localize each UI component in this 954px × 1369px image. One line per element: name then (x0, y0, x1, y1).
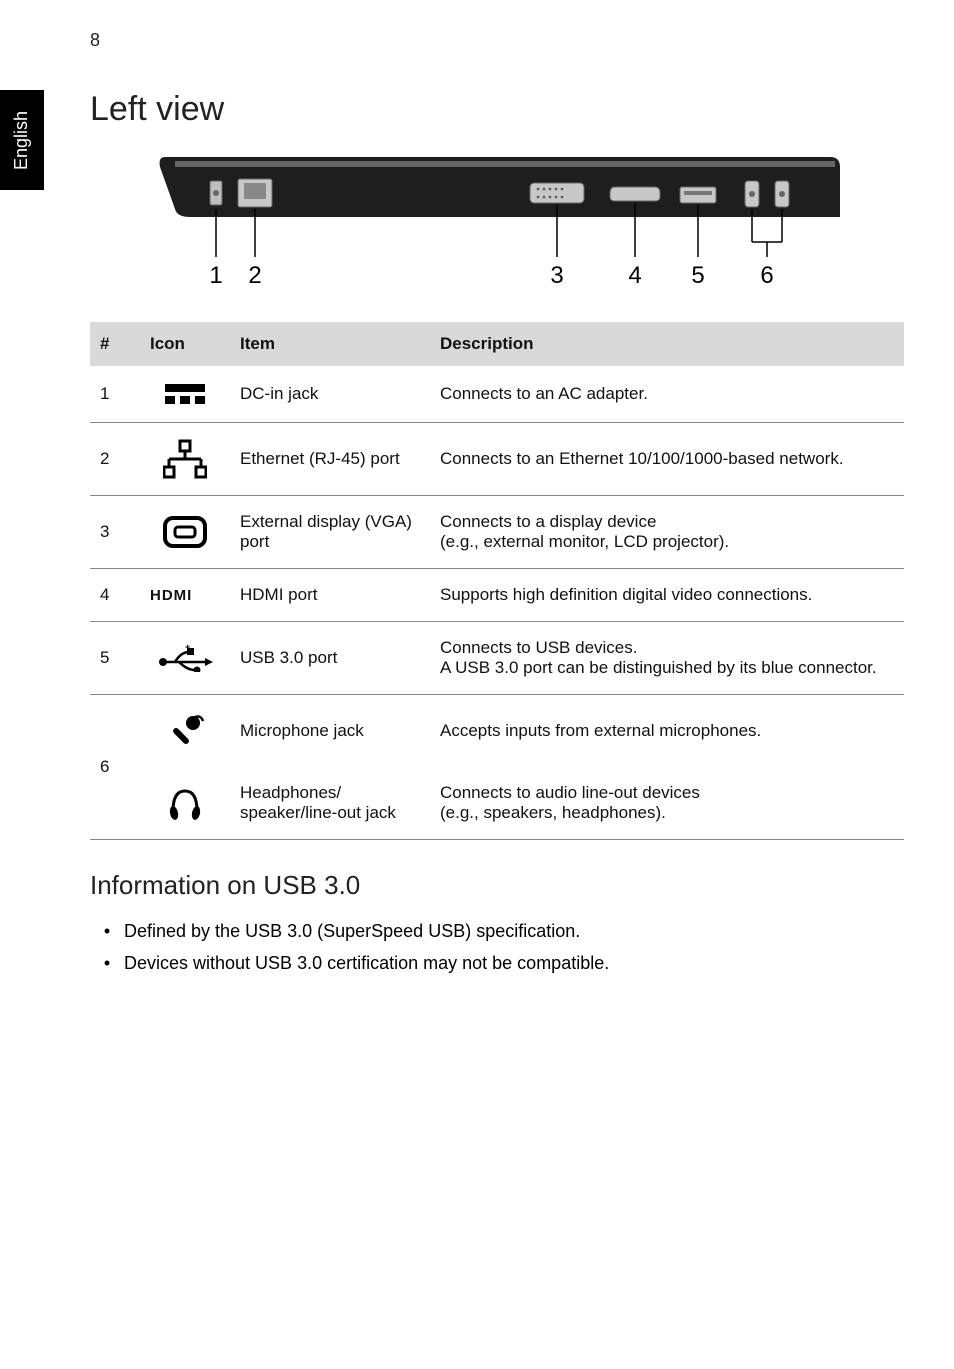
cell-num: 5 (90, 622, 140, 695)
svg-text:+: + (185, 644, 190, 652)
th-num: # (90, 322, 140, 366)
cell-desc: Accepts inputs from external microphones… (430, 695, 904, 768)
page-content: Left view (90, 0, 904, 980)
headphones-icon (140, 767, 230, 840)
table-row: 1 DC-in jack Connects to an AC adapter. (90, 366, 904, 423)
diagram-label-5: 5 (691, 262, 704, 289)
cell-num: 2 (90, 423, 140, 496)
cell-desc: Connects to an AC adapter. (430, 366, 904, 423)
hdmi-icon: HDMI (140, 569, 230, 622)
th-item: Item (230, 322, 430, 366)
table-row: 3 External display (VGA) port Connects t… (90, 496, 904, 569)
cell-desc: Connects to USB devices. A USB 3.0 port … (430, 622, 904, 695)
table-header-row: # Icon Item Description (90, 322, 904, 366)
table-row: 6 Microphone jack Accepts inputs from ex… (90, 695, 904, 768)
vga-icon (140, 496, 230, 569)
list-item: Defined by the USB 3.0 (SuperSpeed USB) … (90, 915, 904, 947)
table-row: 4 HDMI HDMI port Supports high definitio… (90, 569, 904, 622)
left-view-diagram: 1 2 3 4 5 6 (150, 147, 904, 302)
cell-item: Headphones/ speaker/line-out jack (230, 767, 430, 840)
cell-desc: Connects to an Ethernet 10/100/1000-base… (430, 423, 904, 496)
microphone-icon (140, 695, 230, 768)
diagram-label-4: 4 (628, 262, 641, 289)
page-number: 8 (90, 30, 100, 51)
language-tab-label: English (12, 110, 33, 169)
dc-in-icon (140, 366, 230, 423)
diagram-label-1: 1 (209, 262, 222, 289)
subsection-heading: Information on USB 3.0 (90, 870, 904, 901)
list-item: Devices without USB 3.0 certification ma… (90, 947, 904, 979)
table-row: Headphones/ speaker/line-out jack Connec… (90, 767, 904, 840)
cell-item: Ethernet (RJ-45) port (230, 423, 430, 496)
ethernet-icon (140, 423, 230, 496)
cell-item: External display (VGA) port (230, 496, 430, 569)
cell-num: 6 (90, 695, 140, 840)
th-icon: Icon (140, 322, 230, 366)
cell-desc: Connects to audio line-out devices (e.g.… (430, 767, 904, 840)
cell-num: 3 (90, 496, 140, 569)
table-row: 5 + USB 3.0 port Connects to USB devices… (90, 622, 904, 695)
ports-table: # Icon Item Description 1 DC-in jack Con… (90, 322, 904, 840)
table-row: 2 Ethernet (RJ-45) port Connects to an E… (90, 423, 904, 496)
diagram-label-3: 3 (550, 262, 563, 289)
cell-desc: Connects to a display device (e.g., exte… (430, 496, 904, 569)
cell-item: HDMI port (230, 569, 430, 622)
cell-desc: Supports high definition digital video c… (430, 569, 904, 622)
cell-num: 4 (90, 569, 140, 622)
diagram-label-2: 2 (248, 262, 261, 289)
usb3-icon: + (140, 622, 230, 695)
cell-num: 1 (90, 366, 140, 423)
diagram-label-6: 6 (760, 262, 773, 289)
language-tab: English (0, 90, 44, 190)
th-desc: Description (430, 322, 904, 366)
cell-item: DC-in jack (230, 366, 430, 423)
cell-item: Microphone jack (230, 695, 430, 768)
section-heading: Left view (90, 90, 904, 129)
usb3-info-list: Defined by the USB 3.0 (SuperSpeed USB) … (90, 915, 904, 980)
cell-item: USB 3.0 port (230, 622, 430, 695)
